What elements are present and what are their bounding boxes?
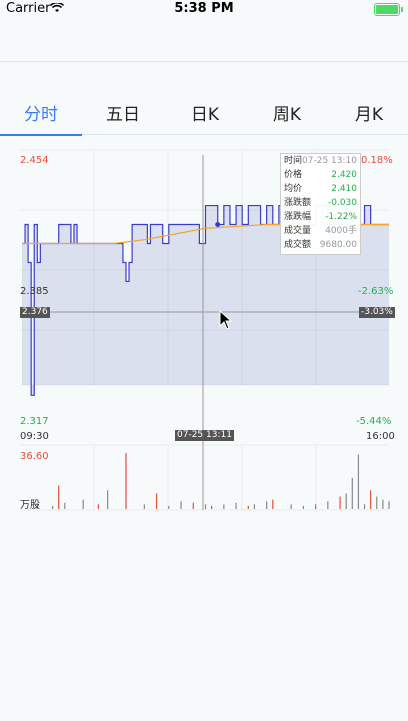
volume-bar <box>253 504 256 509</box>
tab-five-day[interactable]: 五日 <box>106 105 140 125</box>
tooltip-amount-value: 9680.00 <box>319 240 357 250</box>
volume-bar <box>58 485 60 509</box>
time-start-label: 09:30 <box>20 431 49 442</box>
volume-bar <box>82 499 84 509</box>
pct-top-label: 0.18% <box>361 155 393 166</box>
volume-bar <box>211 505 213 509</box>
pct-bottom-label: -5.44% <box>356 416 392 427</box>
pct-cursor-tag: -3.03% <box>359 307 395 318</box>
tab-monthly-k[interactable]: 月K <box>354 105 384 125</box>
volume-bar <box>223 504 225 509</box>
tooltip-avg-value: 2.410 <box>331 184 357 194</box>
volume-bar <box>290 504 292 509</box>
volume-bar <box>351 477 353 509</box>
period-tabs: 分时 五日 日K 周K 月K <box>0 98 408 135</box>
volume-bar <box>370 490 372 509</box>
volume-bar <box>192 502 194 509</box>
status-time: 5:38 PM <box>174 1 234 16</box>
volume-bar <box>235 502 237 509</box>
status-bar: Carrier 5:38 PM <box>0 0 408 18</box>
tooltip-price-value: 2.420 <box>331 170 357 180</box>
volume-bar <box>143 504 145 509</box>
price-tooltip: 时间 07-25 13:10 价格 2.420 均价 2.410 涨跌额 -0.030 … <box>280 153 361 255</box>
volume-unit-label: 万股 <box>20 500 40 511</box>
tab-daily-k[interactable]: 日K <box>190 105 220 125</box>
volume-bar <box>64 502 66 509</box>
volume-bar <box>107 490 109 509</box>
wifi-icon <box>50 3 64 12</box>
volume-bar <box>125 452 127 509</box>
tooltip-price-key: 价格 <box>284 170 303 180</box>
tooltip-change-key: 涨跌额 <box>284 198 312 208</box>
volume-bar <box>155 493 158 509</box>
volume-bar <box>363 504 366 509</box>
tooltip-change-pct-value: -1.22% <box>325 212 357 222</box>
tooltip-time-key: 时间 <box>284 156 303 166</box>
volume-bar <box>168 505 170 509</box>
volume-bar <box>51 505 54 509</box>
tooltip-volume-key: 成交量 <box>284 226 312 236</box>
cursor-price-dot <box>215 222 221 228</box>
tab-intraday[interactable]: 分时 <box>24 105 58 125</box>
nav-bar <box>0 20 408 62</box>
volume-bar <box>345 493 347 509</box>
price-grid <box>20 149 389 511</box>
volume-bar <box>357 454 360 509</box>
volume-bar <box>272 499 274 509</box>
volume-bar <box>36 504 38 509</box>
tooltip-avg-key: 均价 <box>284 184 303 194</box>
time-end-label: 16:00 <box>366 431 395 442</box>
time-cursor-tag: 07-25 13:11 <box>175 430 234 441</box>
pct-mid-label: -2.63% <box>358 286 394 297</box>
volume-bar <box>302 505 304 509</box>
tooltip-amount-key: 成交额 <box>284 240 312 250</box>
carrier-label: Carrier <box>6 1 51 16</box>
battery-icon <box>374 3 403 16</box>
tab-weekly-k[interactable]: 周K <box>272 105 302 125</box>
volume-bar <box>315 504 317 509</box>
volume-bar <box>180 501 182 509</box>
price-cursor-tag: 2.376 <box>20 307 50 318</box>
volume-max-label: 36.60 <box>20 451 49 462</box>
tab-underline <box>0 134 82 136</box>
volume-bar <box>247 505 249 509</box>
volume-bar <box>266 501 268 509</box>
volume-bar <box>97 504 100 509</box>
price-top-label: 2.454 <box>20 155 49 166</box>
volume-bar <box>388 501 390 509</box>
volume-bar <box>327 501 329 509</box>
volume-bar <box>382 499 384 509</box>
volume-bar <box>339 496 341 509</box>
price-bottom-label: 2.317 <box>20 416 49 427</box>
mouse-cursor-icon <box>219 310 233 330</box>
volume-bar <box>376 496 378 509</box>
tooltip-change-value: -0.030 <box>327 198 357 208</box>
tooltip-volume-value: 4000手 <box>325 226 357 236</box>
tooltip-time-value: 07-25 13:10 <box>302 156 357 166</box>
tooltip-change-pct-key: 涨跌幅 <box>284 212 312 222</box>
volume-bars <box>36 452 390 509</box>
price-mid-label: 2.385 <box>20 286 49 297</box>
volume-bar <box>204 504 207 509</box>
